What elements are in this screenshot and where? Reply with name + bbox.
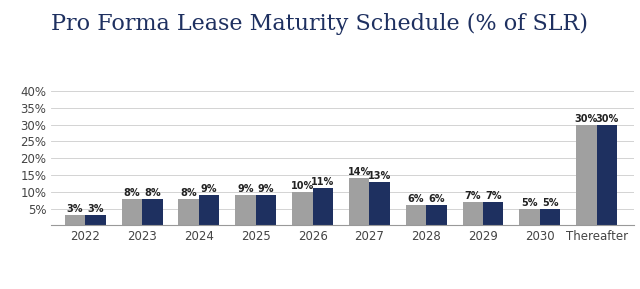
- Text: 7%: 7%: [485, 191, 502, 201]
- Text: Pro Forma Lease Maturity Schedule (% of SLR): Pro Forma Lease Maturity Schedule (% of …: [51, 13, 588, 35]
- Bar: [85, 215, 106, 225]
- Bar: [349, 178, 369, 225]
- Bar: [179, 199, 199, 225]
- Bar: [463, 202, 483, 225]
- Text: 9%: 9%: [258, 184, 274, 194]
- Bar: [256, 195, 276, 225]
- Bar: [596, 125, 617, 225]
- Text: 5%: 5%: [542, 198, 558, 208]
- Bar: [312, 188, 333, 225]
- Bar: [540, 209, 560, 225]
- Bar: [520, 209, 540, 225]
- Text: 3%: 3%: [67, 204, 83, 214]
- Text: 10%: 10%: [291, 181, 314, 191]
- Bar: [483, 202, 504, 225]
- Bar: [236, 195, 256, 225]
- Text: 11%: 11%: [311, 177, 335, 188]
- Text: 6%: 6%: [428, 194, 445, 204]
- Text: 14%: 14%: [348, 167, 371, 177]
- Bar: [576, 125, 596, 225]
- Text: 8%: 8%: [144, 188, 161, 197]
- Text: 6%: 6%: [408, 194, 424, 204]
- Text: 8%: 8%: [124, 188, 140, 197]
- Text: 8%: 8%: [180, 188, 197, 197]
- Text: 13%: 13%: [368, 171, 391, 181]
- Bar: [122, 199, 142, 225]
- Bar: [406, 205, 426, 225]
- Bar: [65, 215, 85, 225]
- Text: 30%: 30%: [595, 114, 618, 124]
- Text: 7%: 7%: [465, 191, 481, 201]
- Bar: [369, 182, 390, 225]
- Bar: [199, 195, 220, 225]
- Bar: [426, 205, 447, 225]
- Text: 9%: 9%: [201, 184, 218, 194]
- Legend: RTL Q1'22, Pro Forma: RTL Q1'22, Pro Forma: [250, 287, 435, 289]
- Text: 30%: 30%: [575, 114, 598, 124]
- Bar: [292, 192, 312, 225]
- Text: 9%: 9%: [237, 184, 254, 194]
- Bar: [142, 199, 163, 225]
- Text: 3%: 3%: [87, 204, 104, 214]
- Text: 5%: 5%: [522, 198, 538, 208]
